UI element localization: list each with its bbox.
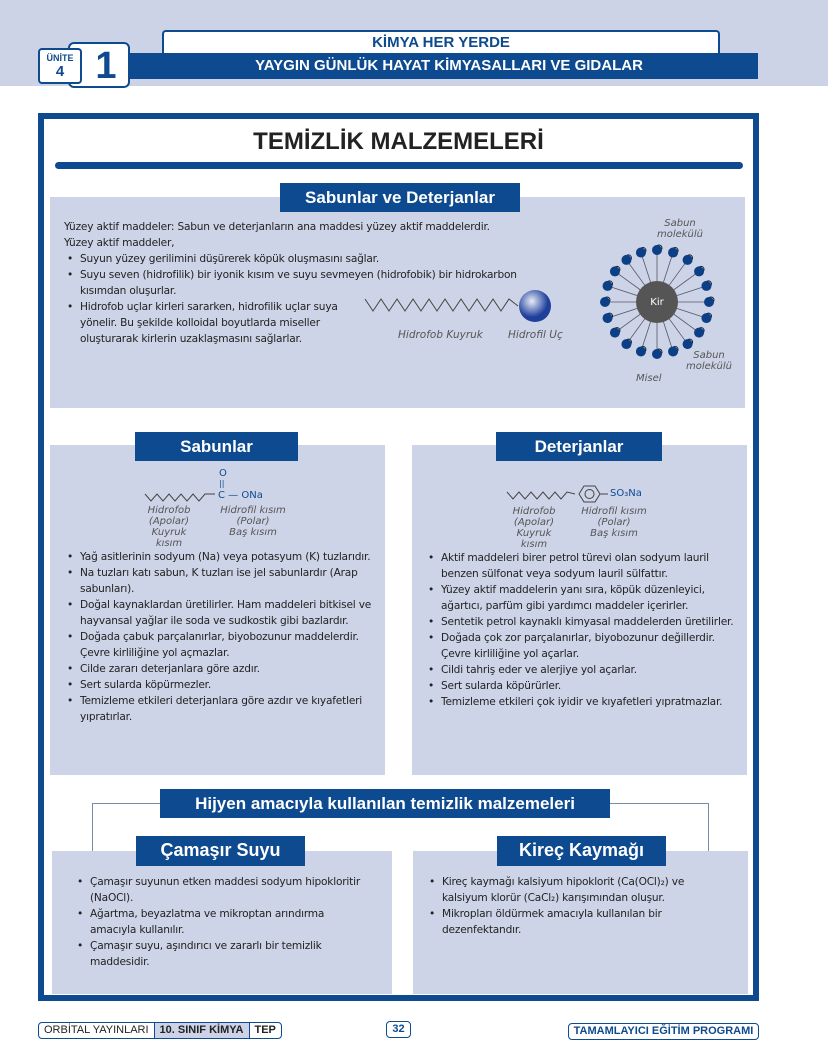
program-name: TAMAMLAYICI EĞİTİM PROGRAMI (568, 1023, 759, 1040)
lime-list: Kireç kaymağı kalsiyum hipoklorit (Ca(OC… (426, 874, 726, 938)
list-item: Sert sularda köpürürler. (425, 678, 735, 694)
dirt-particle (636, 281, 678, 323)
connector-line (92, 803, 162, 804)
tail-label: Hidrofob Kuyruk (398, 329, 483, 341)
formula-double-bond: || (219, 479, 225, 488)
carbon-chain (144, 493, 215, 502)
surfactant-molecule-diagram (364, 290, 551, 322)
soap-molecule-tail (668, 259, 688, 287)
soaps-list: Yağ asitlerinin sodyum (Na) veya potasyu… (64, 549, 374, 725)
unit-badge: ÜNİTE 4 (38, 48, 82, 84)
dirt-label: Kir (650, 297, 664, 308)
soap-molecule-tail (668, 317, 688, 345)
list-item: Doğada çabuk parçalanırlar, biyobozunur … (64, 629, 374, 661)
soap-molecule-tail (640, 252, 652, 284)
grade: 10. SINIF KİMYA (153, 1023, 250, 1038)
unit-label: ÜNİTE (46, 53, 74, 63)
list-item: Doğada çok zor parçalanırlar, biyobozunu… (425, 630, 735, 662)
soap-molecule-tail (662, 320, 674, 352)
list-item: Çamaşır suyu, aşındırıcı ve zararlı bir … (74, 938, 364, 970)
list-item: Suyun yüzey gerilimini düşürerek köpük o… (64, 251, 554, 267)
detergents-list: Aktif maddeleri birer petrol türevi olan… (425, 550, 735, 710)
micelle-label: Misel (636, 373, 662, 384)
list-item: Cildi tahriş eder ve alerjiye yol açarla… (425, 662, 735, 678)
page-number: 32 (386, 1021, 411, 1038)
list-item: Suyu seven (hidrofilik) bir iyonik kısım… (64, 267, 554, 299)
list-item: Hidrofob uçlar kirleri sararken, hidrofi… (64, 299, 354, 347)
molecule-label-bottom: Sabun molekülü (685, 350, 733, 372)
publisher: ORBİTAL YAYINLARI (44, 1024, 149, 1036)
hydrophobic-tail (364, 298, 519, 312)
hygiene-heading: Hijyen amacıyla kullanılan temizlik malz… (160, 789, 610, 818)
head-part-label: Hidrofil kısım (Polar) Baş kısım (581, 506, 647, 539)
list-item: Sentetik petrol kaynaklı kimyasal maddel… (425, 614, 735, 630)
content-frame (38, 113, 759, 1001)
soap-molecule-tail (672, 271, 700, 291)
list-item: Doğal kaynaklardan üretilirler. Ham madd… (64, 597, 374, 629)
list-item: Çamaşır suyunun etken maddesi sodyum hip… (74, 874, 364, 906)
list-item: Temizleme etkileri çok iyidir ve kıyafet… (425, 694, 735, 710)
list-item: Na tuzları katı sabun, K tuzları ise jel… (64, 565, 374, 597)
list-item: Kireç kaymağı kalsiyum hipoklorit (Ca(OC… (426, 874, 726, 906)
list-item: Temizleme etkileri deterjanlara göre azd… (64, 693, 374, 725)
list-item: Aktif maddeleri birer petrol türevi olan… (425, 550, 735, 582)
benzene-chain (506, 485, 608, 503)
connector-line (92, 803, 93, 853)
list-item: Mikropları öldürmek amacıyla kullanılan … (426, 906, 726, 938)
footer-publisher-badge: ORBİTAL YAYINLARI 10. SINIF KİMYA TEP (38, 1022, 282, 1039)
connector-line (608, 803, 708, 804)
soap-formula: C — ONa (218, 490, 263, 501)
soap-molecule-tail (607, 285, 639, 297)
soap-molecule-tail (675, 285, 707, 297)
formula-oxygen: O (219, 468, 227, 479)
intro-line: Yüzey aktif maddeler: Sabun ve deterjanl… (64, 221, 490, 233)
hydrophilic-head (519, 290, 551, 322)
detergents-heading: Deterjanlar (496, 432, 662, 461)
detergent-formula: SO₃Na (610, 488, 642, 499)
connector-line (708, 803, 709, 853)
bleach-list: Çamaşır suyunun etken maddesi sodyum hip… (74, 874, 364, 970)
title-rule (55, 162, 743, 169)
section1-heading: Sabunlar ve Deterjanlar (280, 183, 520, 212)
list-item: Yüzey aktif maddelerin yanı sıra, köpük … (425, 582, 735, 614)
section1-text: Yüzey aktif maddeler: Sabun ve deterjanl… (64, 219, 554, 347)
soaps-heading: Sabunlar (135, 432, 298, 461)
micelle-diagram (600, 244, 715, 359)
tail-part-label: Hidrofob (Apolar) Kuyruk kısım (147, 505, 191, 549)
soap-molecule-tail (614, 271, 642, 291)
list-item: Ağartma, beyazlatma ve mikroptan arındır… (74, 906, 364, 938)
soap-molecule-tail (675, 307, 707, 319)
header-subtitle: YAYGIN GÜNLÜK HAYAT KİMYASALLARI VE GIDA… (130, 53, 758, 79)
head-part-label: Hidrofil kısım (Polar) Baş kısım (220, 505, 286, 538)
list-item: Yağ asitlerinin sodyum (Na) veya potasyu… (64, 549, 374, 565)
bleach-heading: Çamaşır Suyu (136, 836, 305, 866)
soap-molecule-tail (672, 313, 700, 333)
list-item: Cilde zararı deterjanlara göre azdır. (64, 661, 374, 677)
head-label: Hidrofil Uç (508, 329, 563, 341)
soap-molecule-tail (662, 252, 674, 284)
tag: TEP (254, 1024, 276, 1036)
tail-part-label: Hidrofob (Apolar) Kuyruk kısım (512, 506, 556, 550)
page-title: TEMİZLİK MALZEMELERİ (253, 128, 544, 155)
lime-heading: Kireç Kaymağı (497, 836, 666, 866)
unit-number: 4 (55, 63, 65, 80)
list-item: Sert sularda köpürmezler. (64, 677, 374, 693)
molecule-label-top: Sabun molekülü (656, 218, 704, 240)
intro-line: Yüzey aktif maddeler, (64, 237, 175, 249)
header-title: KİMYA HER YERDE (162, 30, 720, 54)
soap-molecule-tail (626, 259, 646, 287)
